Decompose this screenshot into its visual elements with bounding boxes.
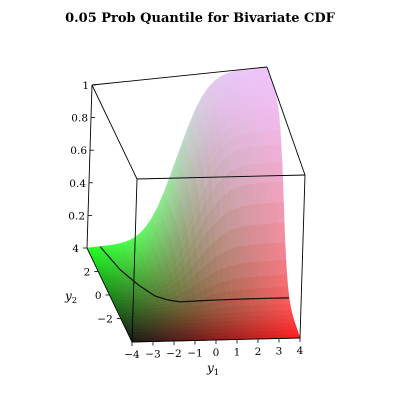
surface-patch bbox=[272, 107, 280, 119]
y1-axis-ticks: −4 −3 −2 −1 0 1 2 3 4 bbox=[124, 338, 304, 361]
z-tick-label: 0.8 bbox=[71, 113, 88, 125]
surface-patch bbox=[268, 89, 277, 96]
surface-patch bbox=[259, 182, 267, 205]
surface-patch bbox=[274, 129, 282, 146]
surface-patch bbox=[235, 166, 243, 189]
box-edge-front-right-vertical bbox=[299, 174, 306, 339]
surface-patch bbox=[243, 205, 251, 228]
y2-axis-ticks: 420 −2 bbox=[72, 243, 121, 326]
y1-tick-label: 2 bbox=[255, 346, 262, 358]
y2-tick-label: 0 bbox=[95, 290, 102, 302]
surface-patch bbox=[230, 187, 239, 211]
surface-patch bbox=[290, 326, 298, 332]
y1-tick-label: 1 bbox=[234, 347, 241, 359]
y1-tick-label: 0 bbox=[213, 347, 220, 359]
y2-axis-label: y2 bbox=[64, 289, 77, 306]
surface-patch bbox=[292, 334, 301, 339]
z-tick-label: 1 bbox=[82, 80, 89, 92]
z-axis-ticks: 0.2 0.4 0.6 0.8 1 bbox=[68, 80, 96, 222]
surface-patch bbox=[275, 144, 283, 163]
surface-patch bbox=[291, 330, 300, 335]
surface bbox=[86, 66, 301, 343]
surface-patch bbox=[241, 165, 249, 187]
surface-patch bbox=[236, 185, 244, 209]
surface-patch bbox=[269, 94, 278, 102]
box-edge-top-right bbox=[266, 66, 306, 176]
y1-tick-label: −4 bbox=[124, 349, 140, 361]
surface-patch bbox=[252, 146, 260, 165]
y1-tick-label: −3 bbox=[145, 349, 160, 361]
surface-patch bbox=[279, 259, 288, 276]
surface-patch bbox=[281, 286, 290, 298]
y1-axis-label: y1 bbox=[206, 361, 219, 378]
surface-patch bbox=[273, 117, 281, 131]
surface-patch bbox=[287, 319, 296, 324]
chart-title: 0.05 Prob Quantile for Bivariate CDF bbox=[65, 11, 336, 26]
surface-patch bbox=[265, 202, 274, 225]
y1-tick-label: 3 bbox=[276, 346, 283, 358]
surface-patch bbox=[258, 163, 266, 184]
box-edge-front-left-vertical bbox=[131, 178, 138, 343]
bounding-box bbox=[86, 66, 306, 343]
surface-patch bbox=[224, 190, 233, 215]
box-edge-top-back bbox=[91, 66, 268, 86]
surface-patch bbox=[226, 229, 234, 252]
surface-patch bbox=[242, 184, 250, 207]
quantile-contour-line bbox=[99, 246, 290, 303]
z-tick-label: 0.6 bbox=[70, 145, 87, 157]
surface-patch bbox=[277, 202, 285, 224]
y2-tick-label: −2 bbox=[97, 314, 112, 326]
z-tick-label: 0.2 bbox=[68, 210, 85, 222]
surface-patch bbox=[280, 274, 289, 288]
surface-patch bbox=[284, 303, 292, 311]
y1-tick-label: −1 bbox=[187, 348, 202, 360]
surface-patch bbox=[278, 222, 286, 244]
surface-patch bbox=[288, 322, 297, 328]
z-tick-label: 0.4 bbox=[69, 178, 86, 190]
surface-patch bbox=[270, 100, 279, 110]
surface-patch bbox=[276, 181, 284, 204]
surface-patch bbox=[278, 242, 287, 261]
y1-tick-label: −2 bbox=[166, 348, 181, 360]
surface-patch bbox=[231, 207, 239, 231]
surface-patch bbox=[271, 202, 279, 225]
box-edge-top-left bbox=[91, 84, 138, 180]
surface-patch bbox=[263, 145, 271, 164]
box-edge-back-left-vertical bbox=[86, 84, 93, 249]
surface-patch bbox=[243, 225, 252, 247]
surface-patch bbox=[237, 206, 245, 229]
surface-patch bbox=[275, 161, 284, 183]
y1-tick-label: 4 bbox=[297, 345, 304, 357]
surface-patch bbox=[285, 309, 293, 316]
surface-patch bbox=[253, 183, 261, 205]
box-edge-top-front bbox=[136, 174, 306, 180]
surface-patch bbox=[286, 314, 295, 320]
y2-tick-label: 4 bbox=[72, 243, 79, 255]
y2-tick-label: 2 bbox=[84, 267, 91, 279]
